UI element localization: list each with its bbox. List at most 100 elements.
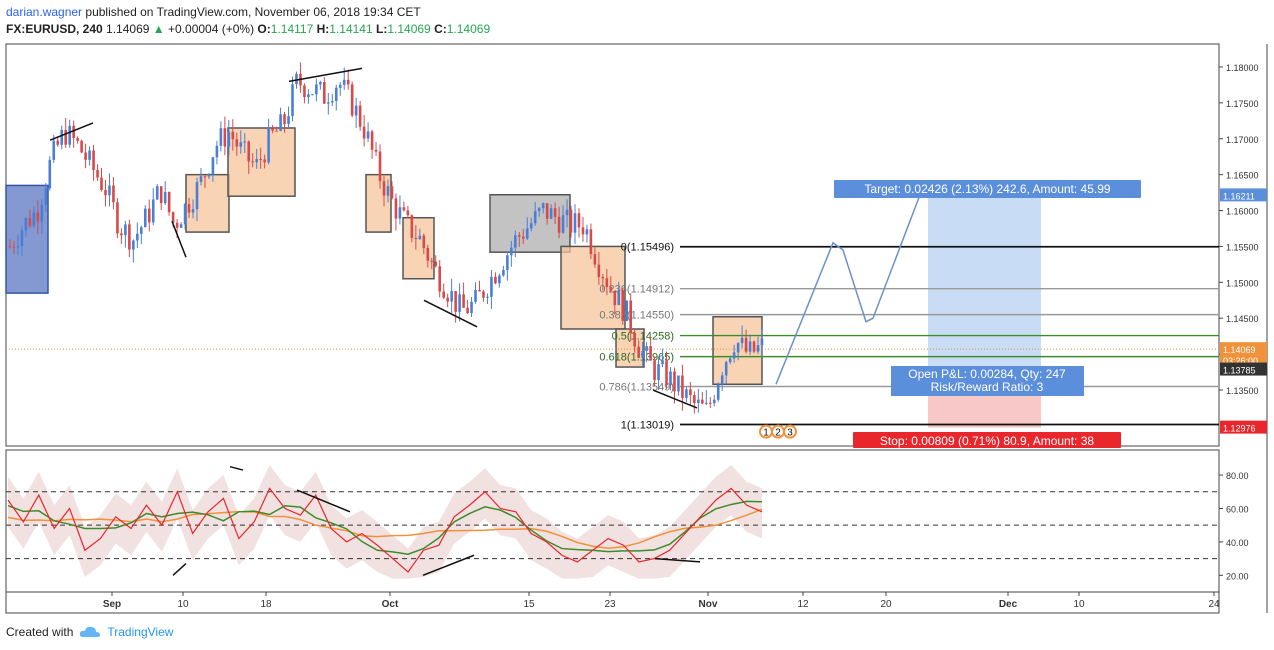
- highlight-box[interactable]: [365, 173, 392, 233]
- symbol-line: FX:EURUSD, 240 1.14069 ▲ +0.00004 (+0%) …: [6, 22, 490, 36]
- rsi-divergence-line[interactable]: [172, 563, 187, 576]
- candle-body: [573, 213, 577, 233]
- candle-body: [362, 126, 366, 139]
- price-axis-tag: [1220, 362, 1267, 376]
- highlight-box[interactable]: [185, 173, 230, 233]
- candle-body: [350, 84, 354, 116]
- candle-body: [88, 150, 91, 160]
- candle-body: [338, 84, 342, 88]
- candle-body: [617, 290, 621, 306]
- candle-body: [32, 212, 36, 226]
- time-tick-label: Sep: [103, 599, 121, 610]
- rsi-divergence-line[interactable]: [296, 489, 351, 513]
- candle-body: [430, 260, 434, 262]
- candle-body: [633, 333, 636, 347]
- pnl-label-bg[interactable]: [891, 366, 1084, 396]
- time-tick-label: Dec: [999, 599, 1018, 610]
- price-change: +0.00004 (+0%): [168, 22, 255, 36]
- candle-body: [557, 216, 561, 233]
- candle-body: [128, 224, 131, 250]
- candle-body: [704, 402, 708, 404]
- candle-body: [502, 270, 505, 276]
- highlight-box[interactable]: [402, 216, 435, 280]
- price-tick-label: 1.16000: [1226, 207, 1259, 217]
- projection-path[interactable]: [775, 194, 921, 385]
- candle-body: [601, 277, 605, 279]
- published-text: published on TradingView.com, November 0…: [85, 5, 421, 19]
- risk-reward-label: Risk/Reward Ratio: 3: [931, 380, 1044, 394]
- tradingview-brand[interactable]: TradingView: [107, 625, 174, 639]
- candle-body: [251, 161, 255, 163]
- candle-body: [271, 127, 274, 131]
- candle-body: [342, 79, 346, 85]
- rsi-divergence-line[interactable]: [229, 465, 244, 471]
- trendline[interactable]: [49, 122, 94, 141]
- candle-body: [215, 145, 219, 158]
- candle-body: [585, 229, 589, 235]
- candle-body: [669, 371, 672, 386]
- candle-body: [366, 131, 370, 139]
- stop-label-bg[interactable]: [853, 432, 1121, 448]
- candle-body: [748, 341, 752, 352]
- rsi-divergence-line[interactable]: [422, 554, 475, 576]
- candle-body: [637, 346, 640, 358]
- candle-body: [48, 159, 52, 189]
- highlight-box[interactable]: [560, 245, 626, 330]
- candle-body: [319, 82, 322, 85]
- candle-body: [685, 389, 688, 398]
- candle-body: [143, 208, 147, 228]
- highlight-box[interactable]: [5, 184, 49, 294]
- candle-body: [72, 125, 75, 139]
- candle-body: [20, 230, 24, 247]
- candle-body: [12, 246, 16, 248]
- candle-body: [120, 233, 123, 236]
- candle-body: [609, 286, 613, 291]
- candle-body: [422, 235, 426, 248]
- trendline[interactable]: [171, 221, 187, 258]
- candle-body: [406, 210, 410, 216]
- trendline[interactable]: [288, 67, 363, 83]
- candle-body: [175, 222, 179, 228]
- candle-body: [732, 352, 736, 359]
- candle-body: [697, 399, 700, 403]
- candle-body: [712, 399, 716, 404]
- candle-body: [482, 291, 485, 298]
- candle-body: [625, 300, 629, 321]
- wave-label: 3: [787, 428, 793, 439]
- candle-body: [327, 102, 330, 104]
- publisher-username[interactable]: darian.wagner: [6, 5, 83, 19]
- candle-body: [434, 261, 438, 267]
- candle-body: [514, 235, 517, 248]
- candle-body: [589, 229, 593, 255]
- candle-body: [96, 169, 99, 178]
- time-tick-label: Nov: [699, 599, 718, 610]
- candle-body: [533, 210, 537, 224]
- stop-label: Stop: 0.00809 (0.71%) 80.9, Amount: 38: [880, 434, 1094, 448]
- candle-body: [28, 218, 32, 226]
- trendline[interactable]: [652, 389, 698, 409]
- highlight-box[interactable]: [227, 127, 296, 197]
- candle-body: [44, 188, 48, 205]
- candle-body: [661, 360, 664, 365]
- rsi-divergence-line[interactable]: [654, 557, 701, 563]
- candle-body: [80, 140, 83, 153]
- trendline[interactable]: [423, 299, 478, 328]
- candle-body: [315, 84, 318, 95]
- candle-body: [223, 128, 227, 147]
- candle-body: [263, 159, 266, 163]
- candle-body: [24, 218, 28, 231]
- candle-body: [490, 276, 493, 297]
- wave-marker[interactable]: [783, 424, 797, 439]
- candle-body: [124, 224, 127, 236]
- candle-body: [183, 204, 187, 225]
- target-label-bg[interactable]: [834, 180, 1141, 198]
- candle-body: [446, 297, 449, 302]
- candle-body: [219, 128, 223, 146]
- time-tick-label: 12: [797, 599, 809, 610]
- candle-body: [701, 399, 704, 404]
- fib-level-label: 0.786(1.13549): [599, 381, 674, 393]
- price-tick-label: 1.16500: [1226, 171, 1259, 181]
- candle-body: [486, 296, 489, 298]
- candle-body: [386, 186, 390, 196]
